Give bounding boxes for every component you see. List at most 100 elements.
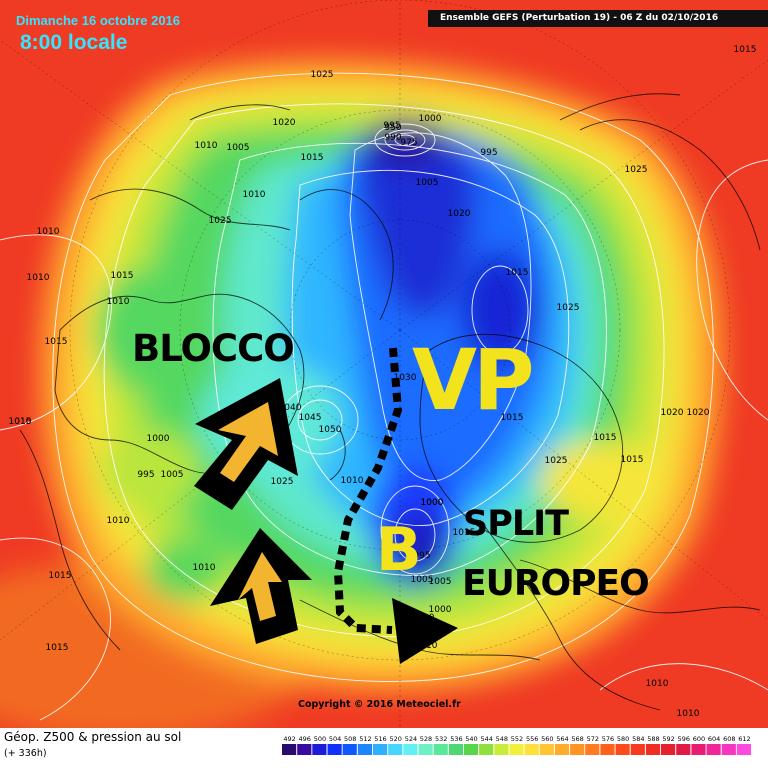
- pressure-label: 1015: [45, 337, 68, 347]
- pressure-label: 1010: [9, 417, 32, 427]
- scale-swatch: [585, 744, 600, 755]
- pressure-label: 1010: [107, 516, 130, 526]
- scale-swatch: [691, 744, 706, 755]
- pressure-label: 995: [413, 551, 430, 561]
- scale-value: 548: [496, 735, 508, 743]
- pressure-label: 1015: [734, 45, 757, 55]
- pressure-label: 990: [384, 133, 401, 143]
- pressure-label: 1025: [311, 70, 334, 80]
- scale-swatch: [539, 744, 554, 755]
- scale-swatch: [342, 744, 357, 755]
- pressure-label: 1010: [646, 679, 669, 689]
- pressure-label: 1020: [273, 118, 296, 128]
- scale-swatch: [479, 744, 494, 755]
- scale-value: 552: [511, 735, 523, 743]
- scale-swatch: [357, 744, 372, 755]
- scale-value: 500: [314, 735, 326, 743]
- arrow-upper: [194, 378, 298, 510]
- scale-swatch: [524, 744, 539, 755]
- annotation-b: B: [376, 515, 422, 585]
- scale-swatch: [630, 744, 645, 755]
- scale-value: 608: [723, 735, 735, 743]
- pressure-label: 1020: [687, 408, 710, 418]
- pressure-label: 1015: [453, 528, 476, 538]
- pressure-label: 1020: [448, 209, 471, 219]
- scale-value: 588: [647, 735, 659, 743]
- pressure-label: 1025: [625, 165, 648, 175]
- scale-value: 504: [329, 735, 341, 743]
- scale-value: 544: [480, 735, 492, 743]
- pressure-label: 1000: [419, 114, 442, 124]
- pressure-label: 1005: [411, 575, 434, 585]
- scale-value: 600: [693, 735, 705, 743]
- isobars: [0, 72, 768, 721]
- pressure-label: 1015: [9, 417, 32, 427]
- scale-swatch: [494, 744, 509, 755]
- pressure-label: 1025: [271, 477, 294, 487]
- scale-value: 564: [556, 735, 568, 743]
- color-scale: 492 496 500 504 508 512 516 520 524 528 532 536 540 5…: [282, 735, 751, 755]
- pressure-label: 1005: [227, 143, 250, 153]
- scale-swatch: [676, 744, 691, 755]
- pressure-label: 1010: [243, 190, 266, 200]
- pressure-label: 1010: [195, 141, 218, 151]
- scale-value: 532: [435, 735, 447, 743]
- model-source: Ensemble GEFS (Perturbation 19) - 06 Z d…: [428, 10, 768, 27]
- scale-value: 492: [283, 735, 295, 743]
- scale-swatch: [418, 744, 433, 755]
- forecast-date: Dimanche 16 octobre 2016: [16, 13, 181, 28]
- scale-swatch: [403, 744, 418, 755]
- scale-swatch: [463, 744, 479, 755]
- pressure-label: 1015: [301, 153, 324, 163]
- scale-value: 540: [465, 735, 477, 743]
- annotation-europeo: EUROPEO: [462, 563, 650, 604]
- pressure-label: 1000: [421, 498, 444, 508]
- pressure-label: 1015: [46, 643, 69, 653]
- pressure-label: 1015: [49, 571, 72, 581]
- scale-value: 520: [389, 735, 401, 743]
- scale-value: 512: [359, 735, 371, 743]
- pressure-label: 1020: [661, 408, 684, 418]
- scale-swatch: [645, 744, 661, 755]
- scale-swatch: [373, 744, 388, 755]
- legend-subtitle: (+ 336h): [4, 748, 47, 759]
- scale-swatch: [448, 744, 463, 755]
- pressure-label: 950: [384, 123, 401, 133]
- pressure-label: 995: [137, 470, 154, 480]
- scale-value: 556: [526, 735, 538, 743]
- pressure-label: 1010: [341, 476, 364, 486]
- pressure-label: 1010: [677, 709, 700, 719]
- pressure-label: 995: [383, 121, 400, 131]
- pressure-label: 1025: [557, 303, 580, 313]
- scale-value: 560: [541, 735, 553, 743]
- pressure-label: 1025: [209, 216, 232, 226]
- scale-swatch: [721, 744, 736, 755]
- scale-value: 612: [738, 735, 750, 743]
- copyright: Copyright © 2016 Meteociel.fr: [298, 699, 461, 710]
- pressure-label: 1010: [27, 273, 50, 283]
- pressure-label: 995: [480, 148, 497, 158]
- scale-value: 528: [420, 735, 432, 743]
- pressure-label: 1005: [161, 470, 184, 480]
- scale-swatch: [509, 744, 524, 755]
- scale-value: 496: [298, 735, 310, 743]
- scale-swatch: [312, 744, 327, 755]
- forecast-time: 8:00 locale: [20, 31, 128, 54]
- pressure-label: 1015: [621, 455, 644, 465]
- scale-value: 592: [662, 735, 674, 743]
- pressure-label: 1010: [193, 563, 216, 573]
- scale-swatch: [736, 744, 751, 755]
- pressure-label: 1005: [429, 577, 452, 587]
- pressure-label: 1005: [416, 178, 439, 188]
- scale-value: 576: [602, 735, 614, 743]
- pressure-label: 1015: [111, 271, 134, 281]
- scale-swatch: [554, 744, 570, 755]
- scale-value: 508: [344, 735, 356, 743]
- arrow-lower: [210, 528, 312, 644]
- pressure-label: 1015: [594, 433, 617, 443]
- scale-swatch: [433, 744, 448, 755]
- scale-swatch: [297, 744, 312, 755]
- pressure-label: 1010: [107, 297, 130, 307]
